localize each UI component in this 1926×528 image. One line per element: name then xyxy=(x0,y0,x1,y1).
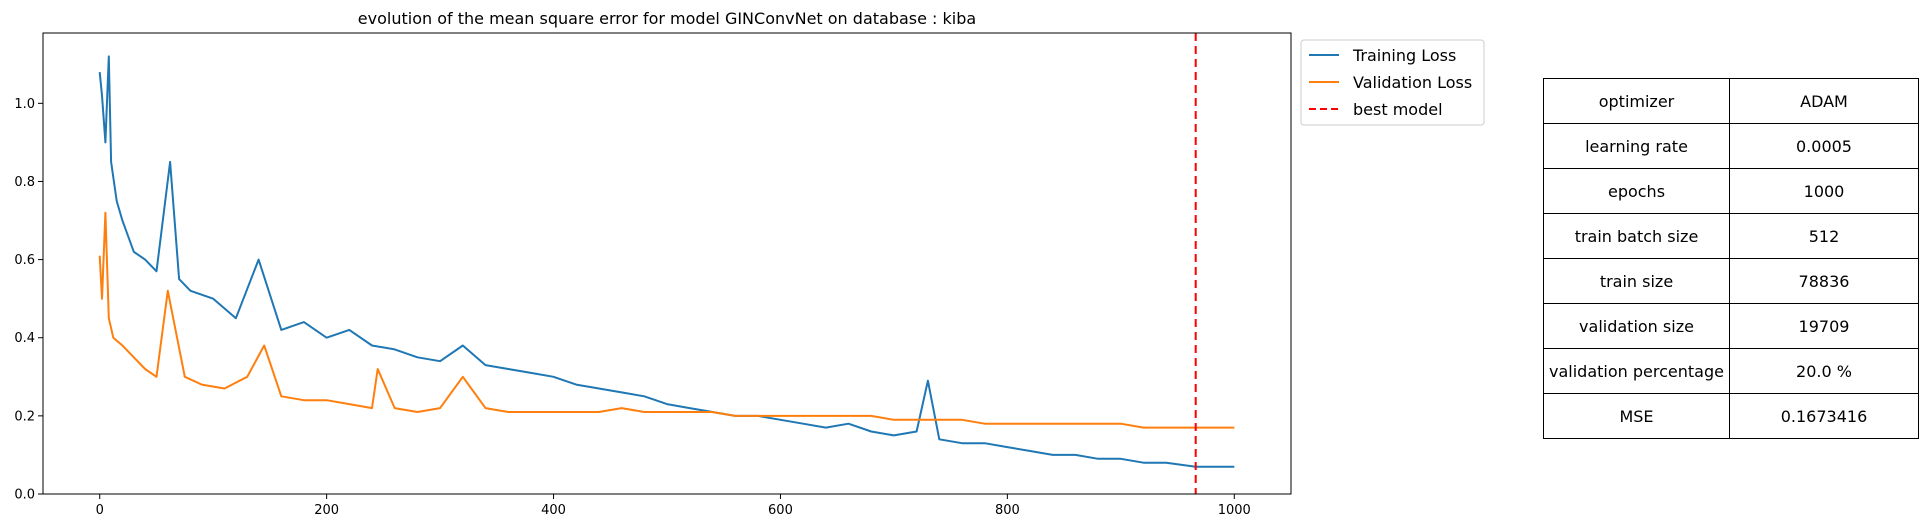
y-tick-label: 0.0 xyxy=(14,488,35,503)
param-key: validation percentage xyxy=(1543,348,1730,394)
x-tick-label: 800 xyxy=(995,503,1020,518)
param-value: 0.0005 xyxy=(1729,123,1919,169)
param-value: 19709 xyxy=(1729,303,1919,349)
param-value: 20.0 % xyxy=(1729,348,1919,394)
param-key: train batch size xyxy=(1543,213,1730,259)
y-tick-label: 0.2 xyxy=(14,409,35,424)
param-value: 0.1673416 xyxy=(1729,393,1919,439)
param-value: 1000 xyxy=(1729,168,1919,214)
chart-title: evolution of the mean square error for m… xyxy=(358,9,976,28)
y-tick-label: 0.6 xyxy=(14,253,35,268)
x-tick-label: 200 xyxy=(314,503,339,518)
plot-area xyxy=(98,33,1235,494)
param-key: optimizer xyxy=(1543,78,1730,124)
param-key: epochs xyxy=(1543,168,1730,214)
param-key: validation size xyxy=(1543,303,1730,349)
plot-frame xyxy=(42,32,1292,495)
param-row: validation size 19709 xyxy=(1543,303,1919,349)
param-row: learning rate 0.0005 xyxy=(1543,123,1919,169)
legend-label: Training Loss xyxy=(1352,46,1456,65)
param-key: train size xyxy=(1543,258,1730,304)
legend-box xyxy=(1300,39,1485,126)
chart-legend: Training Loss Validation Loss best model xyxy=(1300,39,1485,126)
param-row: train batch size 512 xyxy=(1543,213,1919,259)
x-tick-label: 600 xyxy=(768,503,793,518)
param-value: 512 xyxy=(1729,213,1919,259)
param-value: 78836 xyxy=(1729,258,1919,304)
param-row: validation percentage 20.0 % xyxy=(1543,348,1919,394)
x-tick-label: 1000 xyxy=(1218,503,1251,518)
param-row: train size 78836 xyxy=(1543,258,1919,304)
legend-label: Validation Loss xyxy=(1353,73,1472,92)
param-key: MSE xyxy=(1543,393,1730,439)
param-value: ADAM xyxy=(1729,78,1919,124)
param-row: optimizer ADAM xyxy=(1543,78,1919,124)
series-line-training-loss xyxy=(98,55,1235,468)
y-tick-label: 1.0 xyxy=(14,97,35,112)
series-line-validation-loss xyxy=(98,211,1235,429)
hyperparameter-table: optimizer ADAM learning rate 0.0005 epochs 10… xyxy=(1543,78,1919,439)
param-key: learning rate xyxy=(1543,123,1730,169)
y-tick-label: 0.4 xyxy=(14,331,35,346)
param-row: MSE 0.1673416 xyxy=(1543,393,1919,439)
y-tick-label: 0.8 xyxy=(14,175,35,190)
x-tick-label: 0 xyxy=(96,503,104,518)
param-row: epochs 1000 xyxy=(1543,168,1919,214)
x-tick-label: 400 xyxy=(541,503,566,518)
legend-label: best model xyxy=(1353,100,1443,119)
axes: 0 200 400 600 800 1000 0.0 0.2 0.4 0.6 0.8 1.0 xyxy=(14,32,1292,518)
